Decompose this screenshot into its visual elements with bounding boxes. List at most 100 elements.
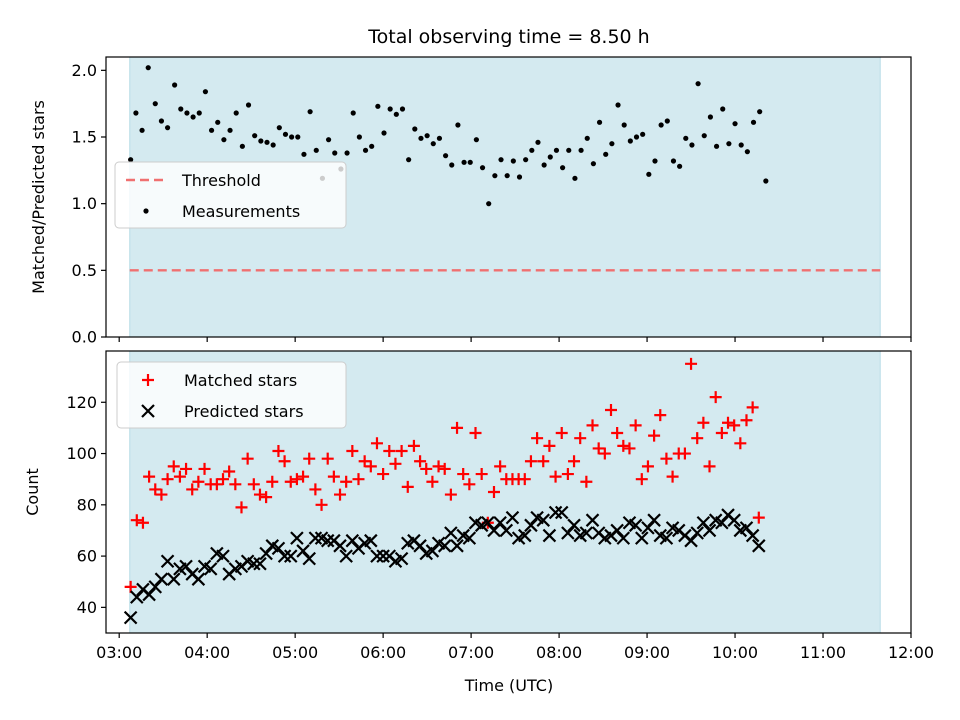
- data-point: [542, 528, 557, 543]
- data-point: [370, 549, 384, 563]
- data-point: [325, 137, 332, 143]
- x-axis-label: Time (UTC): [464, 676, 553, 695]
- data-point: [629, 419, 642, 432]
- top-y-axis-label: Matched/Predicted stars: [29, 100, 48, 294]
- data-point: [734, 437, 747, 450]
- data-point: [535, 139, 541, 145]
- data-point: [467, 159, 473, 165]
- data-point: [389, 457, 402, 470]
- data-point: [579, 526, 594, 540]
- data-point: [744, 149, 750, 155]
- data-point: [264, 139, 270, 145]
- data-point: [449, 162, 455, 168]
- data-point: [436, 135, 443, 141]
- data-point: [529, 147, 535, 153]
- data-point: [399, 106, 406, 112]
- x-tick-label: 12:00: [888, 643, 934, 662]
- data-point: [498, 157, 504, 163]
- data-point: [457, 468, 470, 481]
- data-point: [568, 455, 581, 468]
- series-predicted-stars: [123, 505, 766, 625]
- data-point: [611, 427, 624, 440]
- data-point: [282, 131, 289, 137]
- data-point: [648, 429, 661, 442]
- data-point: [221, 137, 227, 143]
- data-point: [178, 106, 184, 112]
- data-point: [247, 557, 261, 571]
- data-point: [560, 165, 566, 171]
- data-point: [383, 444, 396, 457]
- data-point: [241, 452, 254, 465]
- data-point: [598, 447, 611, 460]
- data-point: [683, 135, 689, 141]
- data-point: [172, 82, 178, 88]
- data-point: [450, 539, 464, 553]
- data-point: [451, 421, 464, 434]
- data-point: [666, 470, 679, 483]
- data-point: [678, 447, 691, 460]
- data-point: [664, 118, 670, 124]
- data-point: [691, 432, 704, 445]
- data-point: [763, 178, 769, 184]
- data-point: [621, 122, 627, 128]
- data-point: [677, 163, 683, 169]
- data-point: [164, 125, 171, 131]
- data-point: [615, 102, 621, 108]
- data-point: [504, 173, 510, 179]
- data-point: [720, 106, 726, 112]
- data-point: [505, 510, 520, 525]
- data-point: [584, 135, 590, 141]
- y-tick-label: 1.0: [72, 194, 97, 213]
- data-point: [524, 455, 537, 468]
- data-point: [462, 531, 477, 545]
- data-point: [202, 89, 209, 95]
- data-point: [370, 437, 383, 450]
- data-point: [437, 539, 452, 553]
- data-point: [344, 150, 350, 156]
- data-point: [420, 462, 433, 475]
- data-point: [561, 468, 574, 481]
- data-point: [536, 513, 551, 527]
- data-point: [192, 475, 205, 488]
- data-point: [549, 470, 562, 483]
- data-point: [215, 119, 221, 125]
- data-point: [750, 119, 757, 125]
- data-point: [284, 475, 297, 488]
- legend-box: [116, 361, 347, 429]
- data-point: [566, 147, 572, 153]
- panel-ratio: 0.0 0.5 1.0 1.5 2.0 Threshold Measurements: [72, 56, 912, 347]
- data-point: [260, 491, 273, 504]
- data-point: [315, 498, 328, 511]
- data-point: [523, 157, 529, 163]
- data-point: [609, 141, 615, 147]
- data-point: [320, 533, 335, 548]
- data-point: [479, 165, 486, 171]
- x-tick-label: 04:00: [184, 643, 230, 662]
- data-point: [340, 475, 353, 488]
- data-point: [327, 470, 340, 483]
- data-point: [726, 141, 732, 147]
- legend-key: [142, 374, 154, 386]
- y-tick-label: 40: [77, 598, 97, 617]
- data-point: [247, 478, 260, 491]
- data-point: [369, 143, 375, 149]
- data-point: [290, 473, 303, 486]
- data-point: [689, 142, 695, 148]
- x-tick-label: 03:00: [96, 643, 142, 662]
- data-point: [592, 442, 605, 455]
- data-point: [145, 65, 151, 71]
- plot-frame: [105, 56, 912, 338]
- data-point: [128, 157, 134, 163]
- data-point: [196, 110, 202, 116]
- y-tick-label: 1.5: [72, 128, 97, 147]
- data-point: [670, 158, 677, 164]
- series-measurements: [128, 65, 769, 207]
- data-point: [586, 419, 599, 432]
- data-point: [722, 416, 735, 429]
- data-point: [352, 473, 365, 486]
- data-point: [216, 549, 230, 563]
- data-point: [290, 531, 304, 545]
- data-point: [728, 419, 741, 432]
- data-point: [308, 531, 323, 545]
- data-point: [426, 475, 439, 488]
